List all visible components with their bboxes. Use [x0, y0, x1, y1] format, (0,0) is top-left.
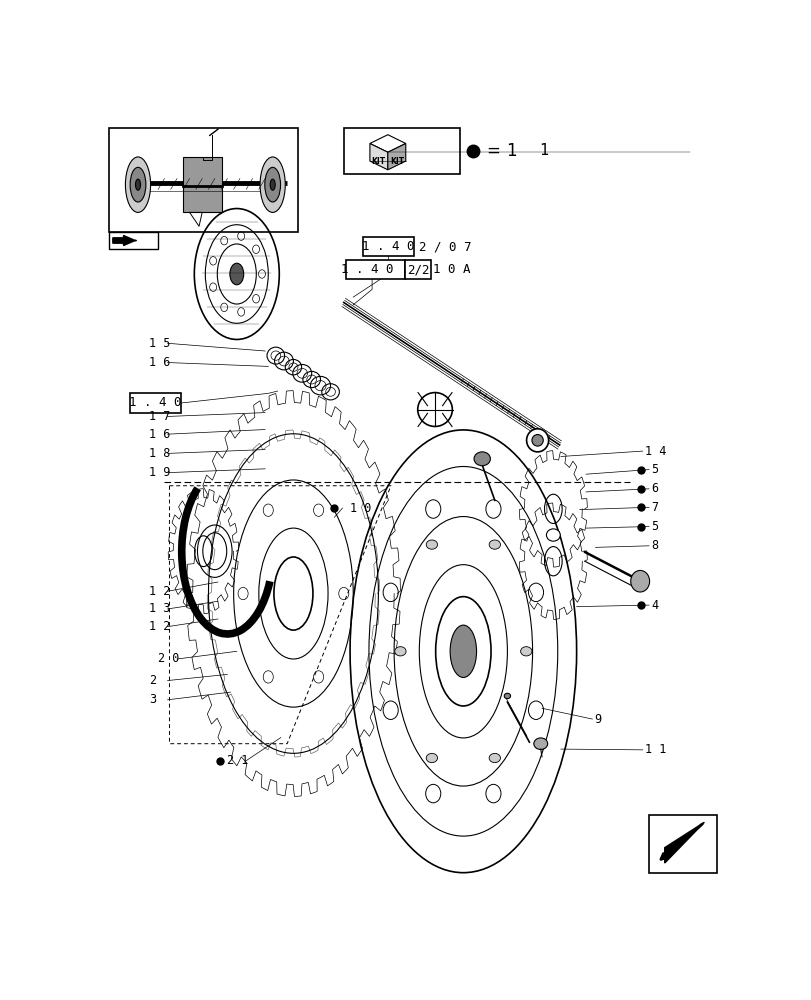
Polygon shape	[370, 143, 388, 170]
Polygon shape	[664, 822, 703, 863]
Text: 5: 5	[650, 463, 657, 476]
Text: 1: 1	[539, 143, 547, 158]
Text: 3: 3	[148, 693, 156, 706]
Ellipse shape	[260, 157, 285, 212]
Bar	[109, 128, 298, 232]
Text: 1 . 4 0: 1 . 4 0	[129, 396, 182, 409]
Text: 1 6: 1 6	[148, 356, 169, 369]
Text: 1 . 4 0 .: 1 . 4 0 .	[341, 263, 409, 276]
Ellipse shape	[270, 179, 275, 190]
Ellipse shape	[531, 435, 543, 446]
Text: 1 1: 1 1	[644, 743, 665, 756]
Text: 6: 6	[650, 482, 657, 495]
Ellipse shape	[436, 597, 491, 706]
Text: KIT: KIT	[371, 157, 385, 166]
Text: 1 0: 1 0	[350, 502, 371, 515]
Text: 1 2: 1 2	[148, 585, 169, 598]
Text: 8: 8	[650, 539, 657, 552]
Ellipse shape	[264, 167, 280, 202]
Bar	[183, 157, 222, 212]
Ellipse shape	[417, 393, 452, 426]
Ellipse shape	[526, 429, 548, 452]
Ellipse shape	[630, 570, 649, 592]
Text: 9: 9	[594, 713, 601, 726]
Text: 1 9: 1 9	[148, 466, 169, 479]
Text: 1 4: 1 4	[644, 445, 665, 458]
Ellipse shape	[474, 452, 490, 466]
Polygon shape	[388, 143, 406, 170]
Ellipse shape	[488, 753, 500, 763]
Ellipse shape	[533, 738, 547, 749]
Text: 1 3: 1 3	[148, 602, 169, 615]
Text: 1 5: 1 5	[148, 337, 169, 350]
Ellipse shape	[426, 540, 437, 549]
Text: 2 0: 2 0	[158, 652, 179, 666]
Ellipse shape	[273, 557, 312, 630]
Text: 7: 7	[650, 501, 657, 514]
Bar	[130, 393, 181, 413]
Ellipse shape	[394, 647, 406, 656]
Bar	[109, 232, 158, 249]
Text: 1: 1	[506, 142, 517, 160]
Text: 2: 2	[148, 674, 156, 687]
Text: 1 8: 1 8	[148, 447, 169, 460]
Text: 1 2: 1 2	[148, 620, 169, 633]
Text: 2/2: 2/2	[406, 263, 429, 276]
Bar	[405, 260, 430, 279]
Ellipse shape	[546, 529, 560, 541]
Polygon shape	[370, 135, 406, 152]
Ellipse shape	[504, 693, 510, 699]
Ellipse shape	[426, 753, 437, 763]
Text: 5: 5	[650, 520, 657, 533]
Bar	[343, 128, 460, 174]
Bar	[648, 815, 716, 873]
Text: 4: 4	[650, 599, 657, 612]
Ellipse shape	[449, 625, 476, 677]
Text: 1 . 4 0: 1 . 4 0	[362, 240, 414, 253]
Text: 1 0 A: 1 0 A	[432, 263, 470, 276]
Bar	[345, 260, 405, 279]
Text: 2 / 0 7: 2 / 0 7	[418, 240, 471, 253]
Ellipse shape	[135, 179, 140, 190]
Text: 2 1: 2 1	[227, 754, 248, 767]
Text: 1 7: 1 7	[148, 410, 169, 423]
Ellipse shape	[125, 157, 150, 212]
Ellipse shape	[130, 167, 146, 202]
Text: 1 6: 1 6	[148, 428, 169, 441]
Ellipse shape	[217, 244, 256, 304]
Ellipse shape	[488, 540, 500, 549]
Bar	[363, 237, 414, 256]
Text: KIT: KIT	[389, 157, 404, 166]
Text: =: =	[486, 142, 500, 160]
Ellipse shape	[520, 647, 531, 656]
Ellipse shape	[230, 263, 243, 285]
Polygon shape	[113, 235, 136, 246]
